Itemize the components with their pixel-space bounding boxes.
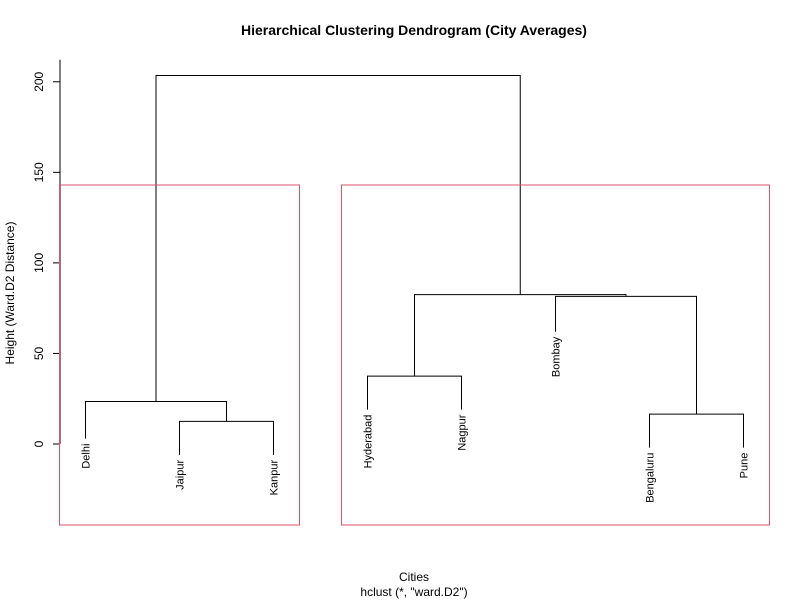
y-axis-label: Height (Ward.D2 Distance) [3, 222, 17, 365]
leaf-label: Nagpur [457, 414, 469, 450]
y-axis: 0 50 100 150 200 [32, 59, 61, 447]
leaf-label: Delhi [81, 444, 93, 469]
dendrogram-merge [367, 375, 462, 410]
dendrogram-merge [649, 413, 744, 448]
leaf-labels: Delhi Jaipur Kanpur Hyderabad Nagpur Bombay Be… [81, 336, 751, 503]
dendrogram-merge [414, 294, 627, 377]
dendrogram-merge [85, 400, 227, 439]
y-tick-label: 200 [32, 71, 46, 91]
leaf-label: Bombay [551, 336, 563, 377]
x-axis-label: Cities [399, 570, 429, 584]
dendrogram-merge [555, 295, 697, 415]
chart-subtitle: hclust (*, "ward.D2") [360, 585, 467, 599]
y-tick-label: 0 [32, 440, 46, 447]
leaf-label: Pune [739, 453, 751, 479]
y-tick-label: 100 [32, 253, 46, 273]
dendrogram-branches [85, 74, 744, 455]
chart-title: Hierarchical Clustering Dendrogram (City… [241, 22, 587, 38]
dendrogram-merge [179, 420, 274, 455]
leaf-label: Kanpur [269, 460, 281, 496]
leaf-label: Bengaluru [645, 453, 657, 503]
cluster-rectangle [59, 184, 300, 526]
leaf-label: Hyderabad [363, 415, 375, 469]
cluster-rectangle [341, 184, 770, 526]
y-tick-label: 50 [32, 346, 46, 360]
cluster-rectangles [59, 184, 770, 526]
leaf-label: Jaipur [175, 460, 187, 490]
y-tick-label: 150 [32, 162, 46, 182]
dendrogram-merge [155, 74, 521, 402]
